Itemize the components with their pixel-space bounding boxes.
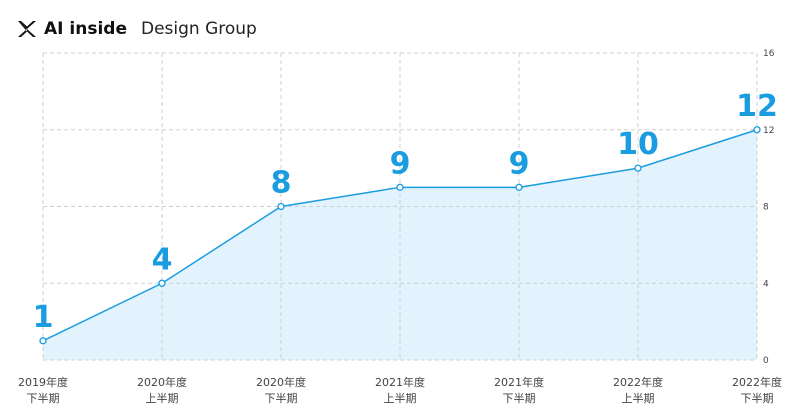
- y-tick-label: 8: [763, 203, 769, 213]
- x-tick-label-year: 2022年度: [613, 375, 663, 389]
- x-tick-label-year: 2020年度: [137, 375, 187, 389]
- data-label: 12: [736, 89, 778, 124]
- data-point: [39, 337, 47, 345]
- x-tick-label-half: 上半期: [384, 391, 417, 405]
- brand-name: AI inside: [44, 19, 127, 39]
- data-label: 1: [33, 300, 54, 335]
- data-label: 10: [617, 127, 659, 162]
- header: AI inside Design Group: [16, 14, 257, 44]
- data-label: 8: [271, 166, 292, 201]
- data-point: [753, 126, 761, 134]
- x-tick-label-year: 2019年度: [18, 375, 68, 389]
- x-tick-label-half: 上半期: [146, 391, 179, 405]
- data-point: [515, 183, 523, 191]
- x-tick-label-year: 2022年度: [732, 375, 782, 389]
- x-tick-label-year: 2021年度: [375, 375, 425, 389]
- data-label: 9: [390, 146, 411, 181]
- x-tick-label-half: 上半期: [622, 391, 655, 405]
- x-tick-label-year: 2021年度: [494, 375, 544, 389]
- y-tick-label: 16: [763, 49, 775, 59]
- data-point: [396, 183, 404, 191]
- data-label: 9: [509, 146, 530, 181]
- data-point: [277, 202, 285, 211]
- brand-subtitle: Design Group: [140, 19, 257, 39]
- data-point: [158, 279, 166, 287]
- y-tick-label: 4: [763, 279, 769, 289]
- data-point: [634, 164, 642, 172]
- x-tick-label-year: 2020年度: [256, 375, 306, 389]
- data-label: 4: [152, 242, 173, 277]
- x-tick-label-half: 下半期: [503, 391, 536, 405]
- y-tick-label: 0: [763, 356, 769, 366]
- x-logo-icon: [18, 21, 36, 37]
- x-tick-label-half: 下半期: [741, 391, 774, 405]
- y-tick-label: 12: [763, 126, 774, 136]
- x-tick-label-half: 下半期: [265, 391, 298, 405]
- x-tick-label-half: 下半期: [27, 391, 60, 405]
